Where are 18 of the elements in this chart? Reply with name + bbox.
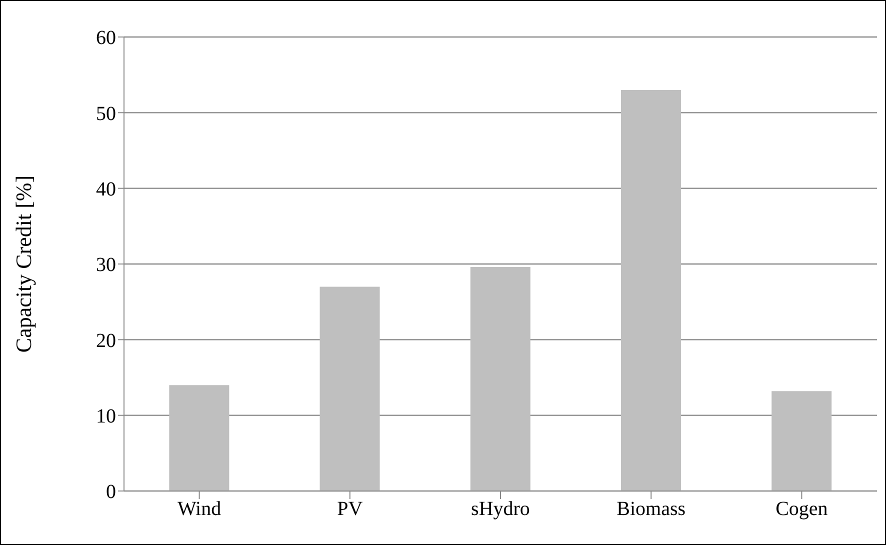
x-tick-label: Cogen (776, 498, 828, 520)
y-tick-label: 30 (96, 254, 116, 276)
x-tick-label: Wind (177, 498, 222, 520)
x-tick-label: Biomass (616, 498, 686, 520)
x-tick-label: sHydro (471, 498, 530, 520)
y-tick-label: 50 (96, 102, 116, 125)
bar (620, 90, 681, 491)
y-tick-label: 20 (96, 330, 116, 352)
y-tick-label: 60 (96, 27, 116, 50)
y-axis-title: Capacity Credit [%] (10, 175, 36, 353)
y-tick-label: 40 (96, 178, 116, 200)
bar (169, 385, 230, 491)
bar (772, 391, 832, 491)
bar (320, 286, 380, 491)
bar (470, 267, 530, 491)
y-tick-label: 10 (96, 405, 116, 428)
y-tick-label: 0 (106, 481, 116, 504)
x-tick-label: PV (337, 498, 364, 520)
